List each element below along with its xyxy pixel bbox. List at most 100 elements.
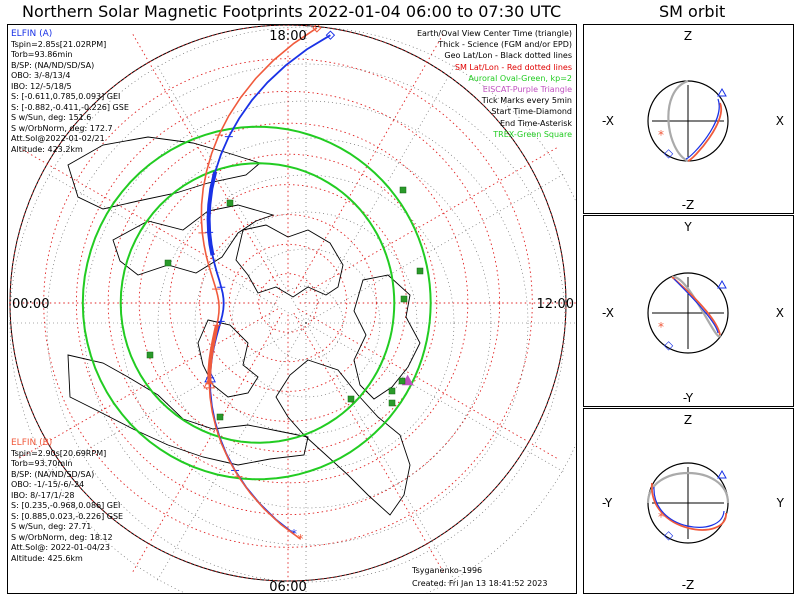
sm-lat-circle xyxy=(228,243,348,363)
elfin-a-line: OBO: 3/-8/13/4 xyxy=(11,71,71,80)
elfin-a-line: B/SP: (NA/ND/SD/SA) xyxy=(11,60,95,70)
elfin-b-name: ELFIN (B) xyxy=(11,438,53,448)
science-segment xyxy=(207,324,219,384)
orbit-trace-grey xyxy=(667,79,689,163)
model-credit: Tsyganenko-1996 xyxy=(412,566,483,575)
coastline xyxy=(235,224,344,298)
trex-square xyxy=(146,351,154,359)
sm-axis-label-bottom: -Z xyxy=(682,198,695,212)
elfin-a-line: Att.Sol@2022-01-02/21 xyxy=(11,134,105,143)
coastline xyxy=(275,359,411,516)
geo-meridian xyxy=(305,322,566,474)
sm-blue-diamond: ◇ xyxy=(664,146,674,160)
orbit-trace-elfin-a xyxy=(653,486,725,528)
trex-square xyxy=(388,399,396,407)
legend-entry: Geo Lat/Lon - Black dotted lines xyxy=(444,51,572,61)
elfin-a-line: Tspin=2.85s[21.02RPM] xyxy=(11,39,107,49)
sm-axis-label-right: X xyxy=(776,306,784,320)
start-diamond xyxy=(312,25,322,33)
geo-meridian xyxy=(155,322,307,583)
sm-lat-circle xyxy=(107,122,469,484)
mlt-label-bottom: 06:00 xyxy=(269,580,306,593)
legend-entry: SM Lat/Lon - Red dotted lines xyxy=(454,62,572,72)
trex-square xyxy=(226,199,234,207)
mlt-meridian xyxy=(16,146,279,298)
legend-entry: Tick Marks every 5min xyxy=(481,96,572,106)
elfin-b-line: OBO: -1/-15/-6/-24 xyxy=(11,480,85,489)
earth-circle xyxy=(647,272,729,354)
elfin-a-line: S w/OrbNorm, deg: 172.7 xyxy=(11,123,113,133)
sm-blue-triangle xyxy=(717,469,727,479)
mlt-meridian xyxy=(293,31,445,294)
orbit-trace-elfin-b xyxy=(651,482,727,531)
legend-entry: Earth/Oval View Center Time (triangle) xyxy=(416,29,572,38)
sm-axis-label-right: Y xyxy=(776,496,785,510)
orbit-trace-elfin-a xyxy=(685,98,720,160)
sm-axis-label-bottom: -Z xyxy=(682,578,695,592)
sm-red-asterisk: * xyxy=(658,510,664,524)
elfin-b-info: ELFIN (B) Tspin=2.90s[20.69RPM] Torb=93.7… xyxy=(11,438,123,564)
geo-lat-circle xyxy=(231,248,381,398)
coastline xyxy=(112,204,275,276)
sm-blue-diamond: ◇ xyxy=(664,528,674,542)
elfin-b-line: Att.Sol@: 2022-01-04/23 xyxy=(11,543,110,552)
sm-lat-circle xyxy=(75,90,501,516)
trex-square xyxy=(399,186,407,194)
orbit-trace-elfin-b xyxy=(671,276,721,336)
mlt-meridian xyxy=(16,308,279,460)
elfin-b-line: S w/OrbNorm, deg: 18.12 xyxy=(11,532,113,542)
legend-entry: EISCAT-Purple Triangle xyxy=(482,85,572,95)
sm-blue-triangle xyxy=(717,87,727,97)
sm-axis-label-top: Z xyxy=(684,29,692,43)
trex-square xyxy=(388,387,396,395)
geo-meridian xyxy=(46,172,307,324)
trex-square xyxy=(400,295,408,303)
sm-panel-xy: Y -Y -X X * ◇ xyxy=(583,215,794,407)
elfin-b-line: Tspin=2.90s[20.69RPM] xyxy=(11,448,107,458)
sm-orbit-xy-plot: Y -Y -X X *◇ xyxy=(602,220,784,405)
elfin-b-line: Torb=93.70min xyxy=(11,459,73,468)
footprint-track xyxy=(200,27,318,540)
elfin-a-info: ELFIN (A) Tspin=2.85s[21.02RPM] Torb=93.8… xyxy=(11,29,129,155)
geo-lat-circle xyxy=(46,63,566,583)
start-diamond xyxy=(325,30,336,40)
sm-lat-circle xyxy=(138,153,438,453)
sm-orbit-yz-plot: Z -Z -Y Y *◇ xyxy=(602,413,785,592)
sm-orbit-xz-plot: Z -Z -X X *◇ xyxy=(602,29,784,212)
sm-axis-label-left: -X xyxy=(602,306,614,320)
sm-blue-triangle xyxy=(717,279,727,289)
end-asterisk: * xyxy=(297,532,303,546)
geo-meridian xyxy=(155,63,307,324)
mlt-meridian xyxy=(131,312,283,575)
elfin-b-line: S: [0.885,0.023,-0.226] GSE xyxy=(11,511,124,521)
elfin-a-line: S: [-0.882,-0.411,-0.226] GSE xyxy=(11,102,129,112)
sm-lat-circle xyxy=(43,58,533,548)
sm-panel-xz: Z -Z -X X * ◇ xyxy=(583,24,794,214)
trex-square xyxy=(164,259,172,267)
elfin-a-line: S w/Sun, deg: 151.6 xyxy=(11,113,92,122)
elfin-a-line: IBO: 12/-5/18/5 xyxy=(11,81,72,91)
elfin-a-line: S: [-0.611,0.785,0.093] GEI xyxy=(11,92,121,101)
mlt-label-top: 18:00 xyxy=(269,29,306,44)
trex-square xyxy=(347,395,355,403)
legend-entry: Thick - Science (FGM and/or EPD) xyxy=(438,40,572,50)
legend-entry: End Time-Asterisk xyxy=(499,118,572,128)
sm-blue-diamond: ◇ xyxy=(664,338,674,352)
sm-panel-yz: Z -Z -Y Y * ◇ xyxy=(583,408,794,594)
trex-square xyxy=(216,413,224,421)
mlt-meridian xyxy=(293,312,445,575)
orbit-trace-elfin-a xyxy=(673,278,719,334)
sm-lat-circle xyxy=(258,273,318,333)
coastline xyxy=(353,274,421,400)
legend: Earth/Oval View Center Time (triangle) Th… xyxy=(417,28,572,140)
geo-lat-circle xyxy=(194,211,418,435)
sm-axis-label-top: Y xyxy=(683,220,692,234)
sm-lat-circle xyxy=(169,184,407,422)
elfin-a-name: ELFIN (A) xyxy=(11,29,53,39)
elfin-b-line: B/SP: (NA/ND/SD/SA) xyxy=(11,469,95,479)
science-segment xyxy=(206,171,218,256)
view-center-triangle xyxy=(203,376,216,389)
elfin-b-line: IBO: 8/-17/1/-28 xyxy=(11,490,75,500)
legend-entry: Auroral Oval-Green, kp=2 xyxy=(468,73,572,83)
mlt-meridian xyxy=(297,308,560,460)
